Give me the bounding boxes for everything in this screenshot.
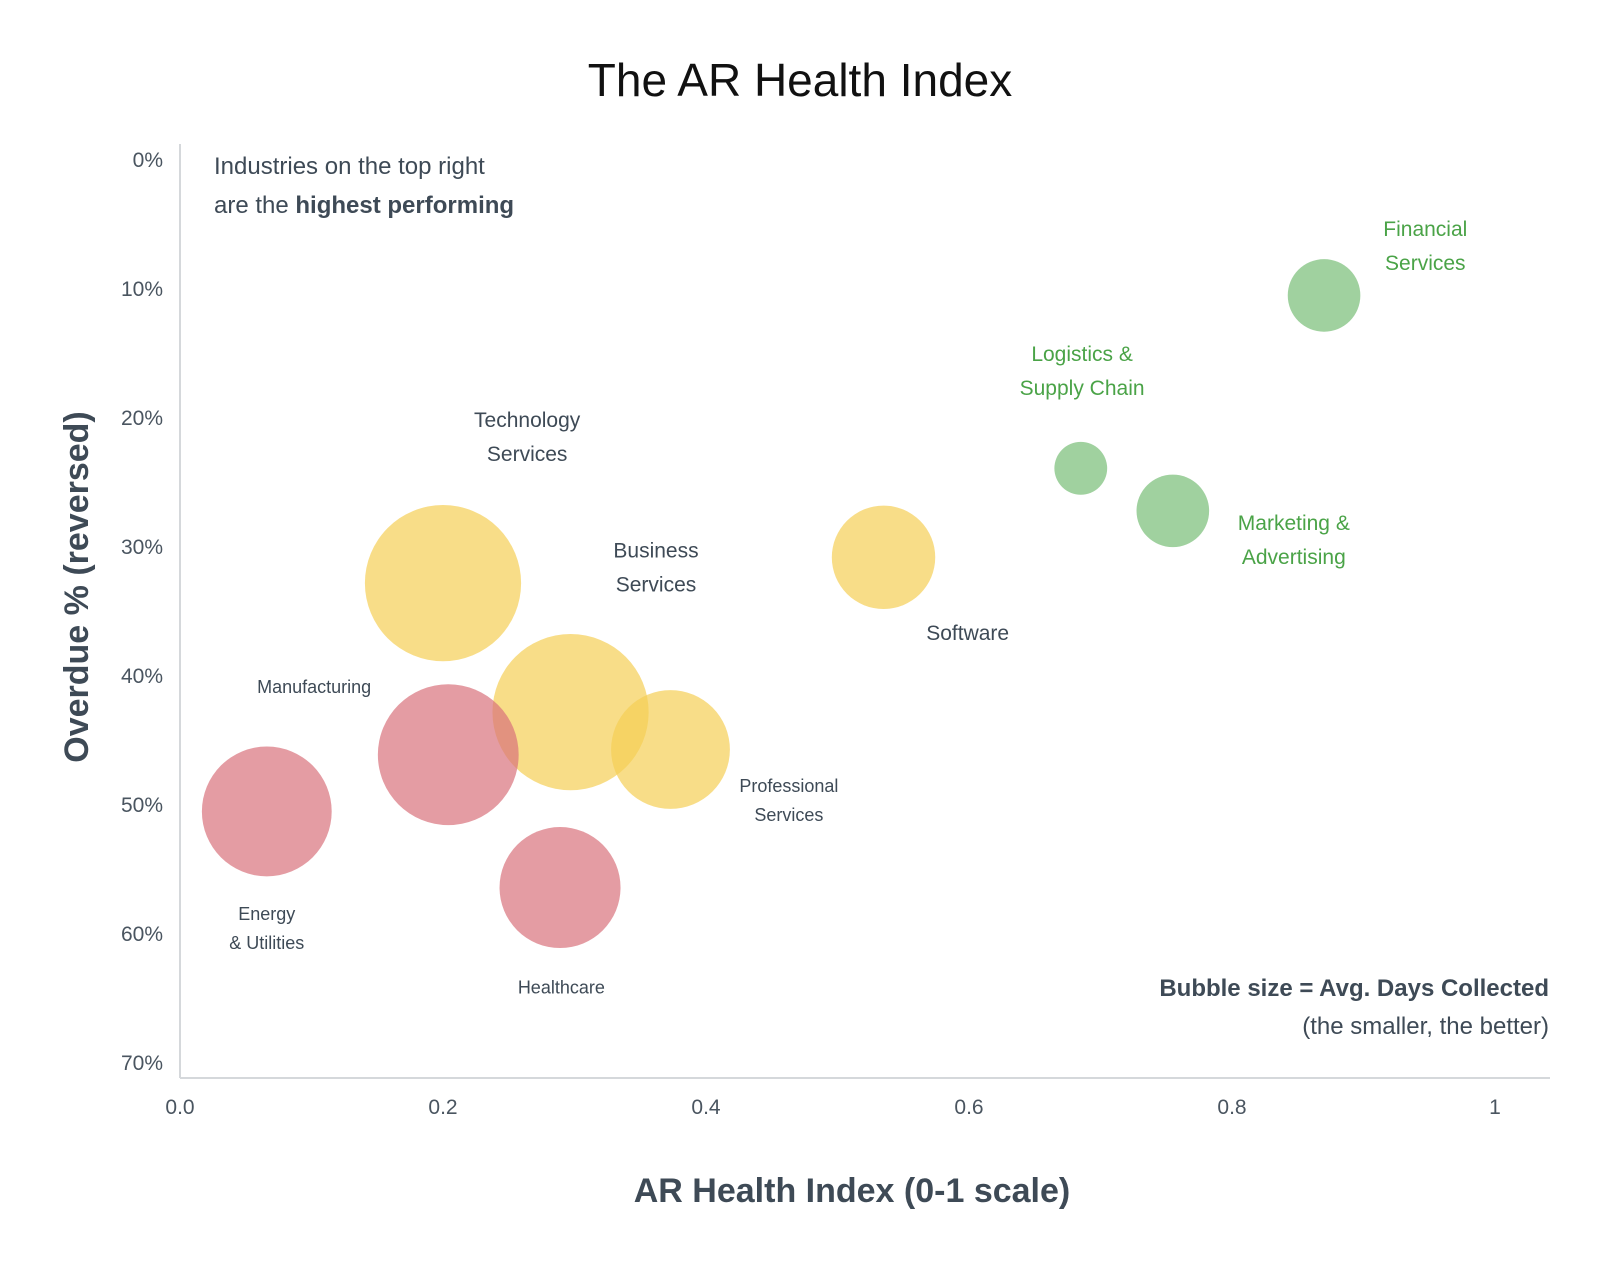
label-line: Marketing & xyxy=(1238,512,1350,535)
label-software: Software xyxy=(926,622,1009,645)
y-tick-label: 0% xyxy=(133,149,163,172)
annotation-top-left-bold: highest performing xyxy=(295,192,514,219)
y-axis-title: Overdue % (reversed) xyxy=(58,411,96,763)
label-business-services: Business Services xyxy=(613,539,698,596)
label-line: Manufacturing xyxy=(257,677,371,697)
y-tick-label: 70% xyxy=(121,1052,163,1075)
x-tick-label: 0.8 xyxy=(1217,1096,1246,1119)
x-tick-label: 0.6 xyxy=(954,1096,983,1119)
y-tick-label: 50% xyxy=(121,794,163,817)
label-healthcare: Healthcare xyxy=(518,977,605,997)
label-professional-services: Professional Services xyxy=(739,776,838,825)
label-line: Advertising xyxy=(1242,546,1346,569)
label-line: Services xyxy=(754,805,823,825)
bubble-technology-services xyxy=(364,505,522,662)
label-energy-and-utilities: Energy & Utilities xyxy=(229,904,304,953)
label-marketing-and-advertising: Marketing & Advertising xyxy=(1238,512,1350,569)
annotation-bubble-size-note: (the smaller, the better) xyxy=(1302,1013,1549,1040)
label-technology-services: Technology Services xyxy=(474,409,581,466)
x-tick-label: 0.0 xyxy=(165,1096,194,1119)
label-manufacturing: Manufacturing xyxy=(257,677,371,697)
bubble-energy-and-utilities xyxy=(201,746,332,877)
label-line: Technology xyxy=(474,409,581,432)
label-line: Services xyxy=(1385,252,1466,275)
bubble-marketing-and-advertising xyxy=(1136,474,1210,548)
bubble-manufacturing xyxy=(377,684,519,826)
label-line: Business xyxy=(613,539,698,562)
y-tick-label: 30% xyxy=(121,536,163,559)
bubble-healthcare xyxy=(499,827,621,949)
annotation-top-left-prefix: are the xyxy=(214,192,295,219)
label-line: Energy xyxy=(238,904,295,924)
label-line: Services xyxy=(487,443,568,466)
point-labels: Financial Services Logistics & Supply Chain… xyxy=(229,218,1467,997)
chart-title: The AR Health Index xyxy=(588,54,1012,106)
y-tick-label: 10% xyxy=(121,278,163,301)
bubble-business-services xyxy=(492,634,649,791)
annotation-bubble-size: Bubble size = Avg. Days Collected xyxy=(1159,975,1549,1002)
label-line: Financial xyxy=(1383,218,1467,241)
annotation-top-left-line2: are the highest performing xyxy=(214,192,514,219)
axes xyxy=(179,144,1550,1079)
y-tick-label: 20% xyxy=(121,407,163,430)
bubble-logistics-and-supply-chain xyxy=(1054,441,1108,495)
x-tick-labels: 0.0 0.2 0.4 0.6 0.8 1 xyxy=(165,1096,1500,1119)
label-line: Services xyxy=(616,573,697,596)
label-line: Logistics & xyxy=(1031,343,1133,366)
x-tick-label: 0.2 xyxy=(428,1096,457,1119)
x-axis-title: AR Health Index (0-1 scale) xyxy=(634,1172,1070,1210)
y-tick-label: 60% xyxy=(121,923,163,946)
y-tick-labels: 0% 10% 20% 30% 40% 50% 60% 70% xyxy=(121,149,163,1075)
label-logistics-and-supply-chain: Logistics & Supply Chain xyxy=(1020,343,1145,400)
bubble-financial-services xyxy=(1287,259,1361,332)
bubble-professional-services xyxy=(611,690,730,809)
bubble-software xyxy=(831,505,936,610)
y-tick-label: 40% xyxy=(121,665,163,688)
label-financial-services: Financial Services xyxy=(1383,218,1467,275)
annotation-top-left-line1: Industries on the top right xyxy=(214,153,485,180)
label-line: Software xyxy=(926,622,1009,645)
x-tick-label: 0.4 xyxy=(691,1096,721,1119)
x-tick-label: 1 xyxy=(1489,1096,1501,1119)
label-line: Healthcare xyxy=(518,977,605,997)
bubbles xyxy=(201,259,1361,949)
label-line: Supply Chain xyxy=(1020,377,1145,400)
label-line: & Utilities xyxy=(229,933,304,953)
label-line: Professional xyxy=(739,776,838,796)
